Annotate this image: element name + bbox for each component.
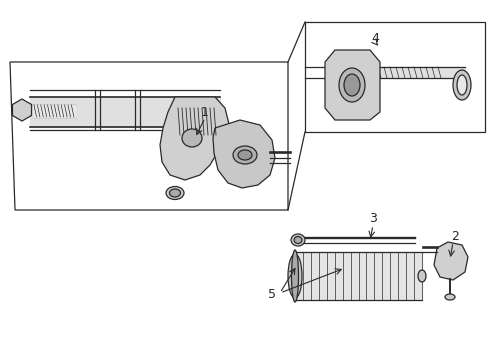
Ellipse shape (418, 270, 426, 282)
Polygon shape (305, 22, 485, 132)
Ellipse shape (170, 189, 180, 197)
Ellipse shape (292, 250, 298, 302)
Polygon shape (434, 242, 468, 280)
Ellipse shape (182, 129, 202, 147)
Polygon shape (325, 50, 380, 120)
Ellipse shape (233, 146, 257, 164)
Ellipse shape (294, 237, 302, 243)
Text: 4: 4 (371, 32, 379, 45)
Polygon shape (213, 120, 275, 188)
Text: 5: 5 (268, 288, 276, 302)
Polygon shape (12, 99, 31, 121)
Text: 2: 2 (451, 230, 459, 243)
Ellipse shape (288, 254, 302, 298)
Ellipse shape (166, 186, 184, 199)
Polygon shape (160, 97, 230, 180)
Ellipse shape (238, 150, 252, 160)
Ellipse shape (453, 70, 471, 100)
Ellipse shape (339, 68, 365, 102)
Ellipse shape (457, 75, 467, 95)
Ellipse shape (344, 74, 360, 96)
Ellipse shape (291, 234, 305, 246)
Ellipse shape (445, 294, 455, 300)
Text: 1: 1 (201, 105, 209, 118)
Text: 3: 3 (369, 212, 377, 225)
Polygon shape (10, 62, 288, 210)
